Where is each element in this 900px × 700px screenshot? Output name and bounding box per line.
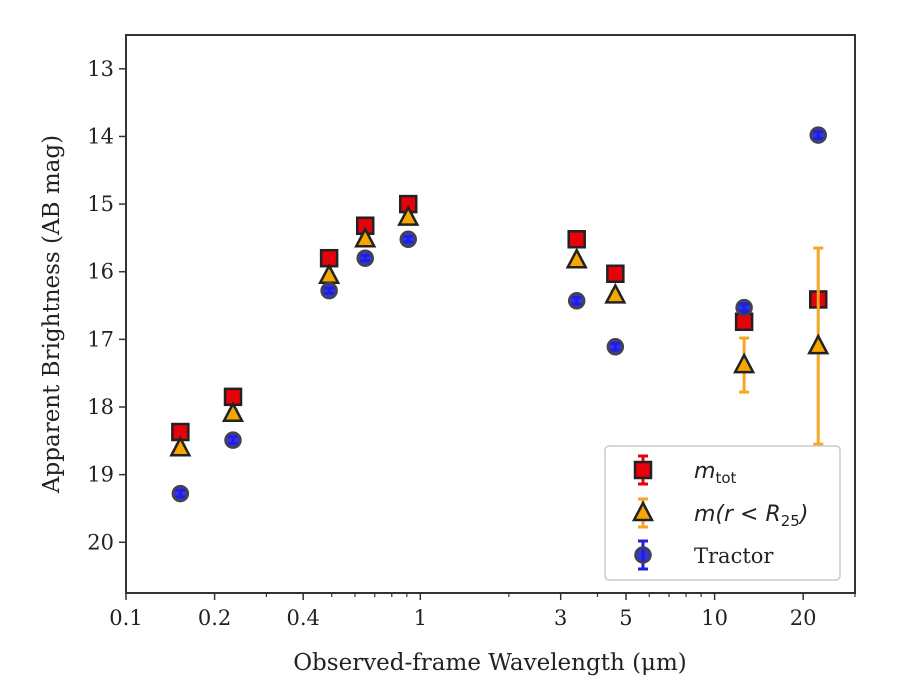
mr25-point xyxy=(397,204,420,226)
x-tick-label: 0.1 xyxy=(109,606,142,630)
legend-marker-circle xyxy=(634,546,652,564)
y-axis-title: Apparent Brightness (AB mag) xyxy=(39,135,65,494)
x-tick-label: 0.2 xyxy=(198,606,231,630)
mr25-point xyxy=(733,352,756,374)
chart-marks xyxy=(169,126,830,503)
tractor-point xyxy=(320,281,338,300)
mr25-point xyxy=(807,333,830,355)
y-tick-label: 18 xyxy=(87,395,114,419)
mr25-point xyxy=(318,263,341,285)
x-axis-title: Observed-frame Wavelength (μm) xyxy=(293,650,687,676)
x-tick-label: 1 xyxy=(414,606,427,630)
y-tick-label: 14 xyxy=(87,124,114,148)
series-square xyxy=(171,194,828,442)
tractor-point xyxy=(606,338,625,356)
mtot-point xyxy=(567,230,586,249)
legend-label: m(r < R25) xyxy=(694,502,808,530)
plot-frame xyxy=(125,34,856,594)
y-tick-label: 13 xyxy=(87,57,114,81)
y-tick-label: 17 xyxy=(87,327,114,351)
tractor-point xyxy=(567,292,586,310)
x-tick-label: 20 xyxy=(790,606,817,630)
mr25-point xyxy=(604,282,627,304)
mr25-point xyxy=(169,435,192,457)
x-tick-label: 0.4 xyxy=(286,606,319,630)
x-tick-label: 5 xyxy=(619,606,632,630)
legend-box xyxy=(604,445,841,581)
legend-label: mtot xyxy=(694,459,736,487)
legend-label: Tractor xyxy=(694,544,774,568)
legend: mtot m(r < R25) Tractor xyxy=(604,445,841,581)
mr25-point xyxy=(354,226,377,248)
series-triangle xyxy=(169,204,830,457)
legend-marker-triangle xyxy=(631,500,655,522)
y-tick-label: 20 xyxy=(87,530,114,554)
tractor-point xyxy=(171,484,190,503)
tractor-point xyxy=(809,126,827,144)
y-tick-label: 19 xyxy=(87,463,114,487)
tractor-point xyxy=(399,230,417,249)
series-circle xyxy=(171,126,827,503)
mr25-point xyxy=(221,401,245,423)
tractor-point xyxy=(356,249,374,267)
mtot-point xyxy=(606,264,625,284)
y-tick-label: 16 xyxy=(87,260,114,284)
tractor-point xyxy=(735,298,753,317)
mr25-point xyxy=(565,247,588,269)
x-tick-label: 3 xyxy=(554,606,567,630)
x-tick-label: 10 xyxy=(701,606,728,630)
tractor-point xyxy=(224,431,242,449)
y-tick-label: 15 xyxy=(87,192,114,216)
legend-marker-square xyxy=(633,460,653,480)
